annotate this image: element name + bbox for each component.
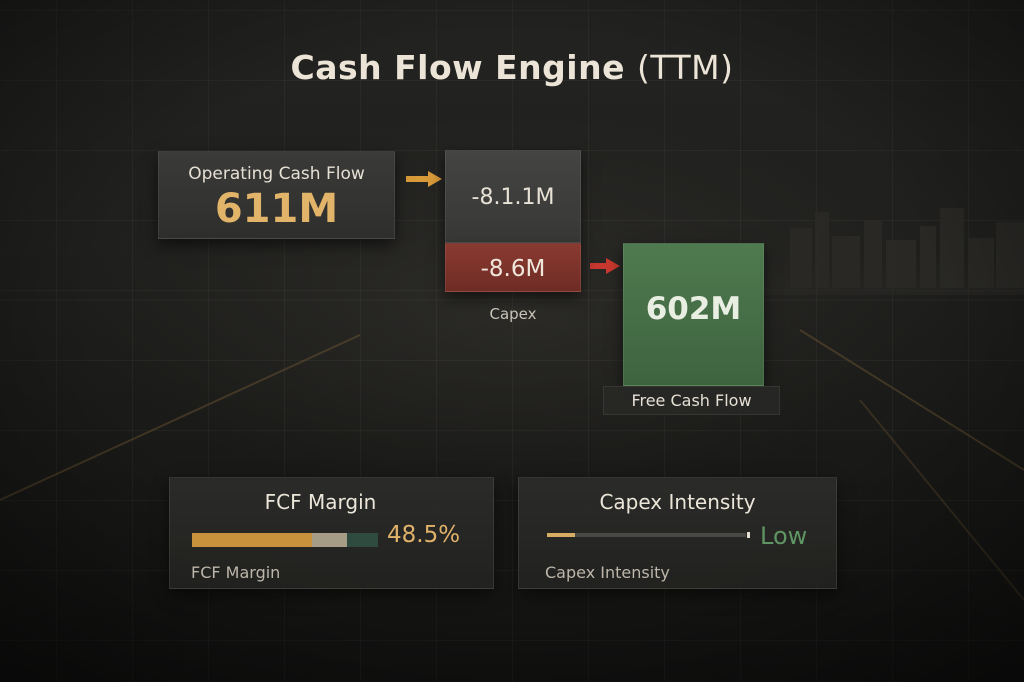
title-main: Cash Flow Engine bbox=[290, 48, 625, 87]
operating-cash-flow-box: Operating Cash Flow 611M bbox=[158, 151, 395, 239]
page-title: Cash Flow Engine (TTM) bbox=[0, 48, 1024, 87]
fcf-margin-bar-rest bbox=[347, 533, 378, 547]
fcf-margin-bar bbox=[192, 533, 378, 547]
adjustment-value: -8.1.1M bbox=[471, 185, 555, 210]
title-period: (TTM) bbox=[637, 48, 734, 87]
fcf-margin-bar-fill bbox=[192, 533, 312, 547]
capex-intensity-value: Low bbox=[760, 522, 808, 550]
capex-intensity-gauge-fill bbox=[547, 533, 575, 537]
free-cash-flow-label: Free Cash Flow bbox=[603, 386, 780, 415]
free-cash-flow-value: 602M bbox=[645, 291, 742, 327]
capex-intensity-panel: Capex Intensity Low Capex Intensity bbox=[518, 477, 837, 589]
capex-label: Capex bbox=[489, 305, 537, 323]
capex-box: -8.6M bbox=[445, 243, 581, 292]
free-cash-flow-box: 602M bbox=[623, 243, 764, 386]
capex-value: -8.6M bbox=[480, 256, 546, 282]
capex-intensity-subtitle: Capex Intensity bbox=[545, 563, 670, 582]
adjustment-box: -8.1.1M bbox=[445, 150, 581, 243]
fcf-margin-bar-mid bbox=[312, 533, 347, 547]
capex-intensity-gauge bbox=[547, 532, 750, 538]
fcf-margin-title: FCF Margin bbox=[264, 490, 377, 514]
fcf-margin-subtitle: FCF Margin bbox=[191, 563, 281, 582]
operating-cash-flow-label: Operating Cash Flow bbox=[188, 164, 365, 184]
fcf-margin-panel: FCF Margin 48.5% FCF Margin bbox=[169, 477, 494, 589]
capex-intensity-gauge-end bbox=[747, 532, 750, 538]
fcf-margin-value: 48.5% bbox=[387, 522, 461, 548]
capex-intensity-title: Capex Intensity bbox=[599, 490, 756, 514]
operating-cash-flow-value: 611M bbox=[214, 186, 339, 232]
